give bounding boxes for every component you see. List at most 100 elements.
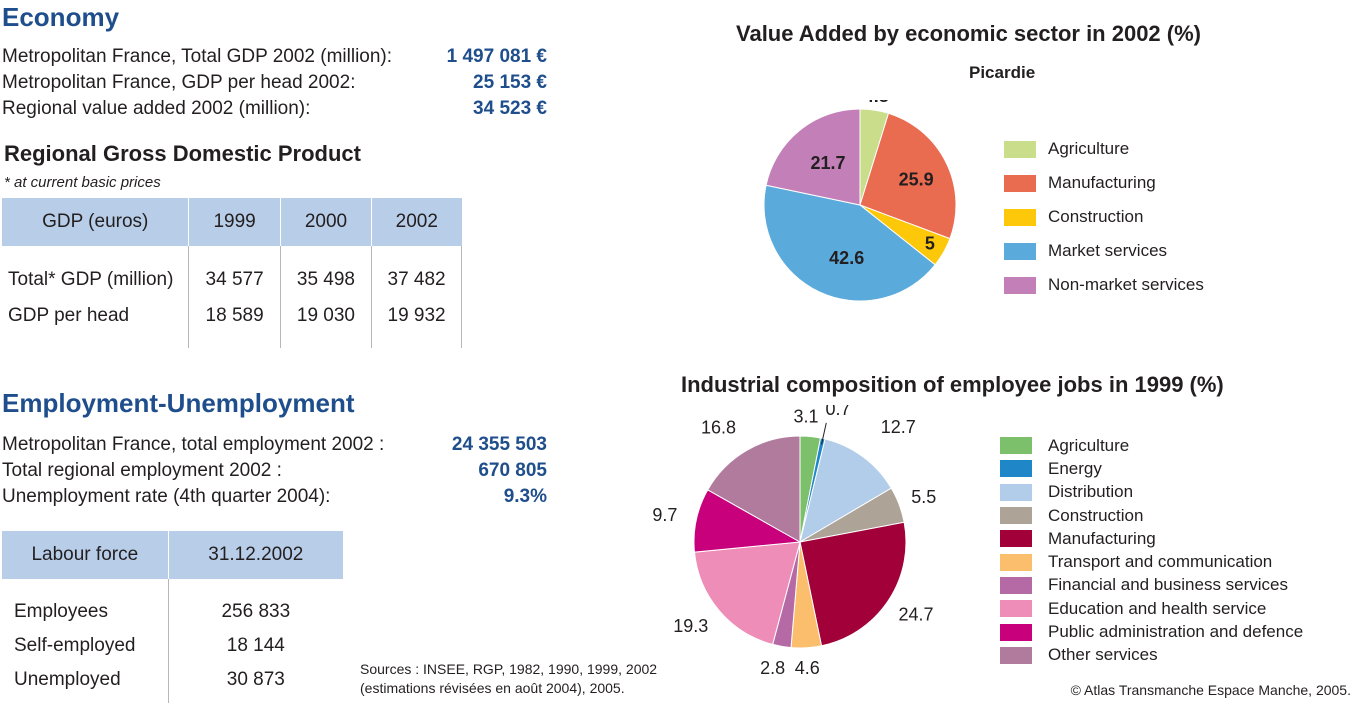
pie-slice-manufacturing [859, 112, 957, 240]
legend-label: Market services [1048, 241, 1168, 260]
economy-row-label: Metropolitan France, Total GDP 2002 (mil… [2, 46, 393, 67]
legend-item: Public administration and defence [1000, 620, 1330, 643]
pie-value-label: 3.1 [794, 407, 819, 427]
labour-table: Labour force 31.12.2002 Employees 256 83… [2, 531, 343, 703]
legend-swatch [1000, 600, 1032, 618]
pie-value-label: 42.6 [829, 248, 864, 268]
pie-value-label: 4.8 [864, 100, 889, 106]
legend-swatch [1000, 646, 1032, 664]
economy-row: Metropolitan France, GDP per head 2002: … [2, 72, 547, 98]
legend-item: Education and health service [1000, 597, 1330, 620]
employment-row-value: 670 805 [478, 460, 547, 481]
gdp-cell: GDP per head [2, 298, 190, 348]
legend-item: Financial and business services [1000, 574, 1330, 597]
economy-title: Economy [2, 2, 120, 32]
employment-row: Unemployment rate (4th quarter 2004): 9.… [2, 486, 547, 512]
legend-swatch [1004, 174, 1036, 192]
sources-line: (estimations révisées en août 2004), 200… [360, 680, 625, 696]
legend-item: Non-market services [1004, 268, 1244, 302]
pie-value-label: 4.6 [795, 658, 820, 678]
gdp-table: GDP (euros) 1999 2000 2002 Total* GDP (m… [2, 198, 462, 348]
table-row: Self-employed 18 144 [2, 629, 343, 663]
employment-title: Employment-Unemployment [2, 388, 355, 418]
legend-item: Agriculture [1004, 132, 1244, 166]
gdp-cell: 34 577 [188, 246, 281, 298]
table-row: Employees 256 833 [2, 579, 343, 629]
gdp-cell: 18 589 [188, 298, 281, 348]
labour-cell: Unemployed [2, 663, 169, 703]
pie-value-label: 24.7 [899, 604, 934, 624]
legend-label: Distribution [1048, 482, 1134, 502]
pie-value-label: 16.8 [701, 418, 736, 438]
employment-row: Total regional employment 2002 : 670 805 [2, 460, 547, 486]
legend-swatch [1004, 140, 1036, 158]
legend-item: Market services [1004, 234, 1244, 268]
economy-row-value: 34 523 € [473, 98, 547, 119]
chart1-subtitle: Picardie [969, 63, 1036, 82]
legend-item: Other services [1000, 644, 1330, 667]
economy-row-label: Regional value added 2002 (million): [2, 98, 311, 119]
employment-row-value: 9.3% [503, 486, 547, 507]
legend-label: Manufacturing [1048, 528, 1156, 548]
copyright: © Atlas Transmanche Espace Manche, 2005. [1070, 682, 1351, 698]
labour-cell: Employees [2, 579, 169, 629]
legend-swatch [1000, 553, 1032, 571]
gdp-header-cell: 1999 [188, 198, 281, 246]
legend-label: Financial and business services [1048, 575, 1289, 595]
legend-swatch [1004, 242, 1036, 260]
legend-swatch [1000, 623, 1032, 641]
legend-label: Energy [1048, 458, 1102, 478]
sources-line: Sources : INSEE, RGP, 1982, 1990, 1999, … [360, 661, 658, 677]
pie-value-label: 0.7 [825, 405, 850, 419]
labour-cell: Self-employed [2, 629, 169, 663]
gdp-cell: 19 932 [371, 298, 462, 348]
legend-swatch [1000, 530, 1032, 548]
gdp-header-cell: GDP (euros) [2, 198, 190, 246]
economy-row-value: 25 153 € [473, 72, 547, 93]
legend-label: Agriculture [1048, 435, 1130, 455]
legend-swatch [1000, 507, 1032, 525]
pie-value-label: 5 [925, 233, 935, 253]
legend-swatch [1004, 276, 1036, 294]
gdp-header-cell: 2002 [371, 198, 462, 246]
table-row: Total* GDP (million) 34 577 35 498 37 48… [2, 246, 462, 298]
chart2-legend: Agriculture Energy Distribution Constructio… [1000, 434, 1330, 666]
legend-item: Construction [1004, 200, 1244, 234]
pie-slice-education-and-health-service [693, 541, 801, 646]
chart1-title: Value Added by economic sector in 2002 (… [736, 21, 1201, 46]
legend-swatch [1004, 208, 1036, 226]
gdp-table-subtitle: * at current basic prices [4, 174, 161, 191]
legend-swatch [1000, 460, 1032, 478]
gdp-cell: Total* GDP (million) [2, 246, 190, 298]
pie-value-label: 5.5 [911, 487, 936, 507]
labour-header-cell: Labour force [2, 531, 169, 579]
legend-item: Energy [1000, 457, 1330, 480]
employment-row-value: 24 355 503 [451, 434, 547, 455]
legend-item: Transport and communication [1000, 551, 1330, 574]
chart2-title: Industrial composition of employee jobs … [681, 372, 1224, 397]
table-row: Unemployed 30 873 [2, 663, 343, 703]
pie-value-label: 21.7 [810, 153, 845, 173]
pie-value-label: 9.7 [652, 505, 677, 525]
legend-item: Agriculture [1000, 434, 1330, 457]
gdp-cell: 37 482 [371, 246, 462, 298]
pie-value-label: 12.7 [881, 417, 916, 437]
pie-leader-line [821, 422, 827, 445]
legend-label: Construction [1048, 505, 1144, 525]
pie-slice-market-services [763, 184, 936, 302]
economy-row-value: 1 497 081 € [446, 46, 547, 67]
economy-row: Metropolitan France, Total GDP 2002 (mil… [2, 46, 547, 72]
legend-label: Education and health service [1048, 598, 1267, 618]
legend-swatch [1000, 483, 1032, 501]
employment-row-label: Unemployment rate (4th quarter 2004): [2, 486, 331, 507]
legend-label: Manufacturing [1048, 173, 1156, 192]
legend-item: Manufacturing [1004, 166, 1244, 200]
labour-cell: 18 144 [226, 635, 285, 656]
legend-label: Non-market services [1048, 275, 1204, 294]
gdp-cell: 19 030 [280, 298, 373, 348]
pie-slice-distribution [799, 438, 892, 544]
employment-row-label: Total regional employment 2002 : [2, 460, 282, 481]
employee-jobs-pie-chart: 3.1 0.7 12.7 5.5 24.7 4.6 2.8 19.3 9.7 16.8 [652, 405, 936, 678]
legend-swatch [1000, 576, 1032, 594]
labour-cell: 256 833 [221, 601, 291, 622]
